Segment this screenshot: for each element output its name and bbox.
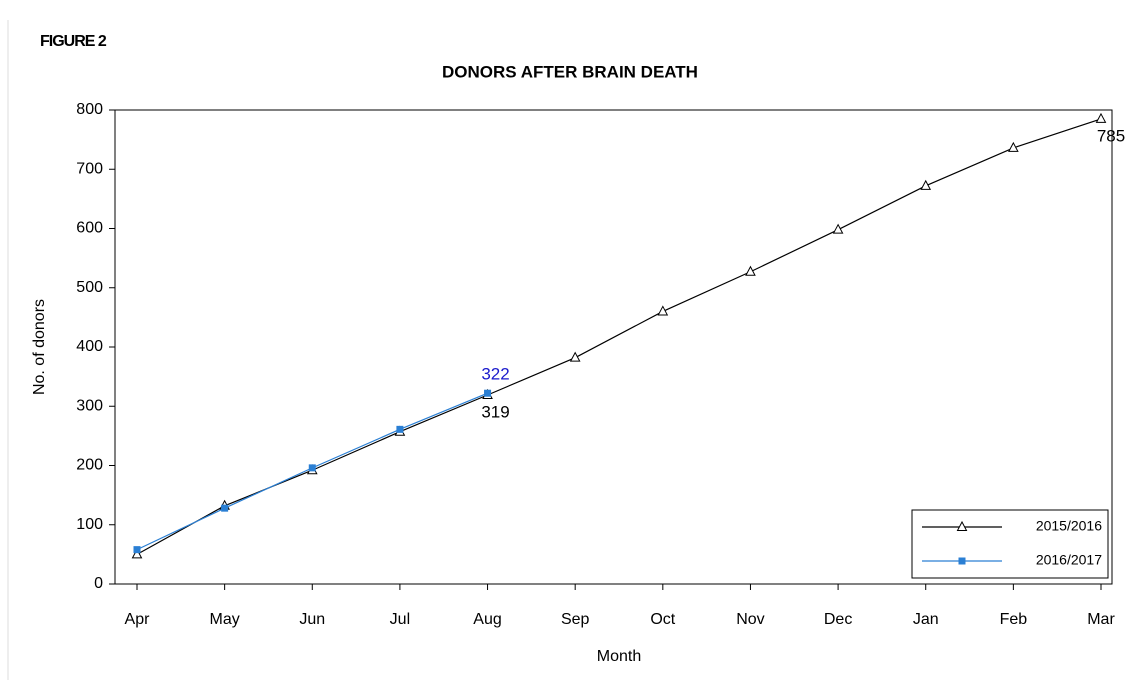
legend-label: 2016/2017 [1036,552,1102,568]
marker [396,425,404,433]
marker [1008,141,1019,152]
y-tick-label: 400 [76,338,103,355]
marker [133,546,141,554]
x-tick-label: Aug [473,611,501,628]
marker [569,351,581,362]
y-tick-label: 100 [76,516,103,533]
x-tick-label: Jan [913,611,939,628]
y-tick-label: 800 [76,101,103,118]
y-tick-label: 700 [76,160,103,177]
x-tick-label: Apr [125,611,151,628]
marker [657,305,669,316]
marker [958,557,966,565]
y-tick-label: 500 [76,279,103,296]
x-tick-label: Mar [1087,611,1115,628]
data-label: 785 [1097,126,1125,145]
legend-label: 2015/2016 [1036,518,1102,534]
y-tick-label: 0 [94,575,103,592]
x-tick-label: Jul [390,611,410,628]
x-tick-label: Nov [736,611,764,628]
x-tick-label: May [210,611,240,628]
y-tick-label: 600 [76,220,103,237]
x-axis-label: Month [597,648,641,665]
x-tick-label: Jun [299,611,325,628]
marker [308,464,316,472]
x-tick-label: Feb [1000,611,1028,628]
data-label: 322 [481,365,509,384]
y-tick-label: 300 [76,397,103,414]
figure-label: FIGURE 2 [40,33,107,50]
marker [832,223,844,234]
x-tick-label: Oct [650,611,675,628]
marker [745,265,756,276]
legend-box [911,509,1109,579]
y-tick-label: 200 [76,457,103,474]
marker [484,389,492,397]
x-tick-label: Dec [824,611,852,628]
chart-title: DONORS AFTER BRAIN DEATH [442,62,698,81]
marker [1095,112,1107,123]
marker [221,504,229,512]
x-tick-label: Sep [561,611,590,628]
series-line [136,118,1102,555]
marker [920,179,932,190]
marker [956,520,968,531]
marker [131,548,143,559]
y-axis-label: No. of donors [31,299,48,395]
data-label: 319 [481,402,509,421]
